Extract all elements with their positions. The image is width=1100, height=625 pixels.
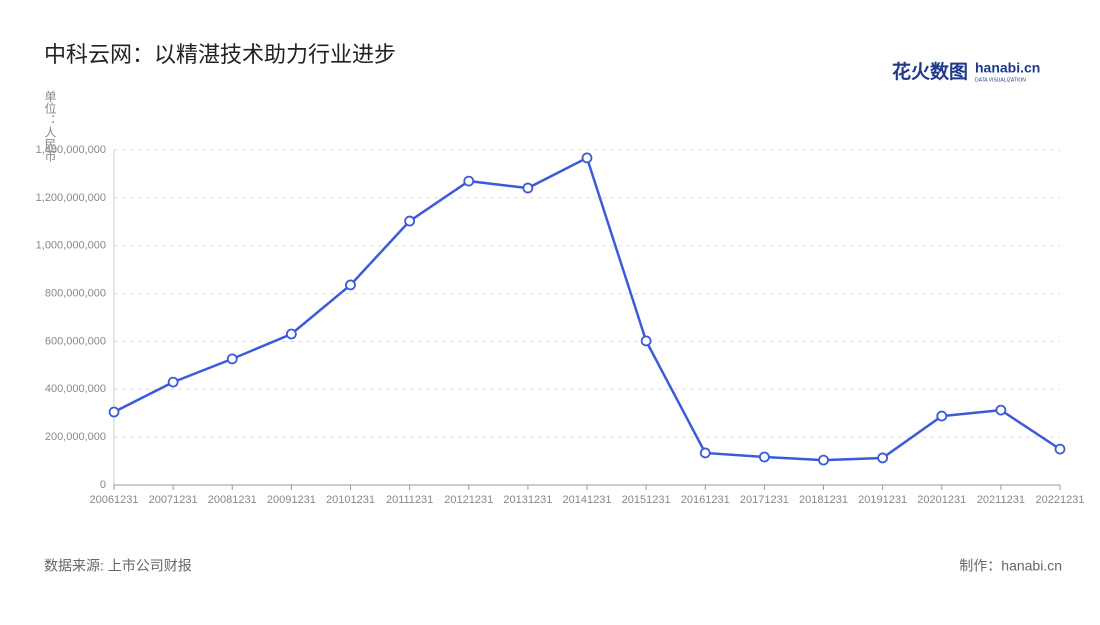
y-tick-label: 400,000,000: [45, 383, 106, 395]
x-tick-label: 20131231: [503, 494, 552, 506]
x-tick-label: 20221231: [1036, 494, 1085, 506]
point: [640, 335, 652, 347]
x-tick-label: 20121231: [444, 494, 493, 506]
point: [285, 328, 297, 340]
y-axis-label: 单位：人民币: [43, 90, 57, 162]
point: [699, 447, 711, 459]
y-tick-label: 200,000,000: [45, 431, 106, 443]
y-tick-label: 1,200,000,000: [36, 192, 106, 204]
point: [463, 175, 475, 187]
x-tick-label: 20061231: [90, 494, 139, 506]
x-tick-label: 20201231: [917, 494, 966, 506]
logo-en: hanabi.cn: [975, 60, 1040, 76]
point: [758, 451, 770, 463]
point: [877, 452, 889, 464]
y-tick-label: 1,400,000,000: [36, 144, 106, 156]
point: [581, 152, 593, 164]
x-tick-label: 20181231: [799, 494, 848, 506]
point: [108, 406, 120, 418]
x-tick-label: 20071231: [149, 494, 198, 506]
x-tick-label: 20161231: [681, 494, 730, 506]
x-tick-label: 20151231: [622, 494, 671, 506]
point: [226, 353, 238, 365]
source: 数据来源: 上市公司财报: [44, 558, 192, 574]
logo: 花火数图: [892, 60, 968, 83]
point: [995, 404, 1007, 416]
point: [1054, 443, 1066, 455]
credit: 制作：hanabi.cn: [959, 558, 1062, 574]
line: [113, 156, 1061, 462]
y-tick-label: 800,000,000: [45, 287, 106, 299]
chart-title: 中科云网：以精湛技术助力行业进步: [44, 42, 396, 67]
point: [818, 454, 829, 466]
y-tick-label: 600,000,000: [45, 335, 106, 347]
x-tick-label: 20111231: [386, 494, 433, 506]
y-tick-label: 0: [100, 479, 106, 491]
logo-sub: DATA VISUALIZATION: [975, 77, 1026, 83]
x-tick-label: 20101231: [326, 494, 375, 506]
x-tick-label: 20171231: [740, 494, 789, 506]
x-tick-label: 20191231: [858, 494, 907, 506]
point: [345, 279, 356, 291]
point: [404, 215, 416, 227]
x-tick-label: 20141231: [563, 494, 612, 506]
x-tick-label: 20081231: [208, 494, 257, 506]
point: [936, 410, 948, 422]
point: [522, 182, 534, 194]
x-tick-label: 20091231: [267, 494, 316, 506]
point: [167, 376, 179, 388]
y-tick-label: 1,000,000,000: [36, 240, 106, 252]
x-tick-label: 20211231: [977, 494, 1025, 506]
